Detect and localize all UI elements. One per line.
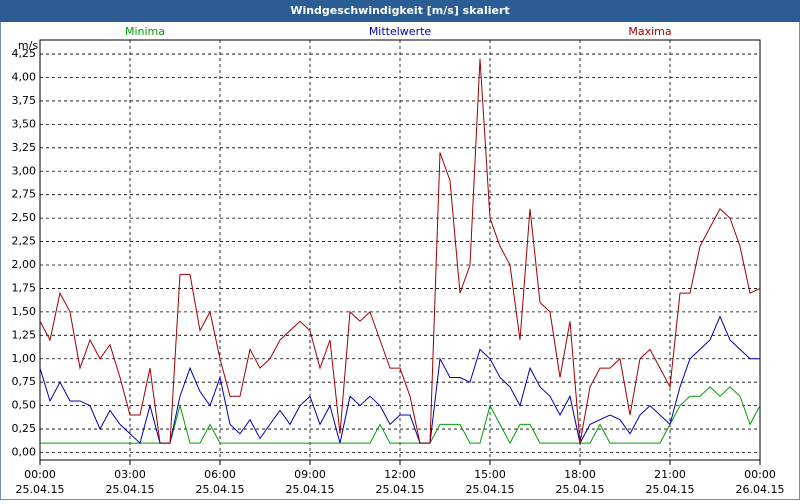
y-axis-label: m/s: [18, 39, 38, 52]
y-tick-label: 2,50: [12, 211, 37, 224]
y-tick-label: 4,00: [12, 71, 37, 84]
x-tick-label: 12:00: [384, 468, 416, 481]
x-tick-label: 00:00: [24, 468, 56, 481]
y-tick-label: 3,00: [12, 164, 37, 177]
x-tick-date: 25.04.15: [556, 483, 605, 496]
x-tick-date: 25.04.15: [286, 483, 335, 496]
x-tick-date: 25.04.15: [376, 483, 425, 496]
series-line: [39, 58, 761, 444]
y-tick-label: 2,75: [12, 188, 37, 201]
y-tick-label: 0,00: [12, 446, 37, 459]
x-tick-label: 03:00: [114, 468, 146, 481]
y-tick-label: 0,50: [12, 399, 37, 412]
y-tick-label: 0,75: [12, 375, 37, 388]
x-tick-date: 25.04.15: [466, 483, 515, 496]
legend-entry: Mittelwerte: [369, 25, 432, 38]
x-tick-date: 26.04.15: [736, 483, 785, 496]
y-tick-label: 1,50: [12, 305, 37, 318]
y-tick-label: 1,25: [12, 328, 37, 341]
x-tick-date: 25.04.15: [196, 483, 245, 496]
y-tick-label: 2,25: [12, 235, 37, 248]
x-tick-label: 21:00: [654, 468, 686, 481]
x-tick-date: 25.04.15: [106, 483, 155, 496]
legend-entry: Minima: [125, 25, 165, 38]
x-tick-date: 25.04.15: [16, 483, 65, 496]
y-tick-label: 4,25: [12, 47, 37, 60]
y-tick-label: 3,75: [12, 94, 37, 107]
y-tick-label: 1,00: [12, 352, 37, 365]
x-tick-label: 00:00: [744, 468, 776, 481]
y-tick-label: 3,25: [12, 141, 37, 154]
y-tick-label: 0,25: [12, 422, 37, 435]
x-tick-label: 18:00: [564, 468, 596, 481]
chart-title: Windgeschwindigkeit [m/s] skaliert: [290, 4, 509, 17]
x-tick-date: 25.04.15: [646, 483, 695, 496]
title-bar: [0, 0, 800, 22]
x-tick-label: 09:00: [294, 468, 326, 481]
y-tick-label: 3,50: [12, 117, 37, 130]
legend-entry: Maxima: [628, 25, 671, 38]
x-tick-label: 06:00: [204, 468, 236, 481]
x-tick-label: 15:00: [474, 468, 506, 481]
y-tick-label: 1,75: [12, 281, 37, 294]
y-tick-label: 2,00: [12, 258, 37, 271]
